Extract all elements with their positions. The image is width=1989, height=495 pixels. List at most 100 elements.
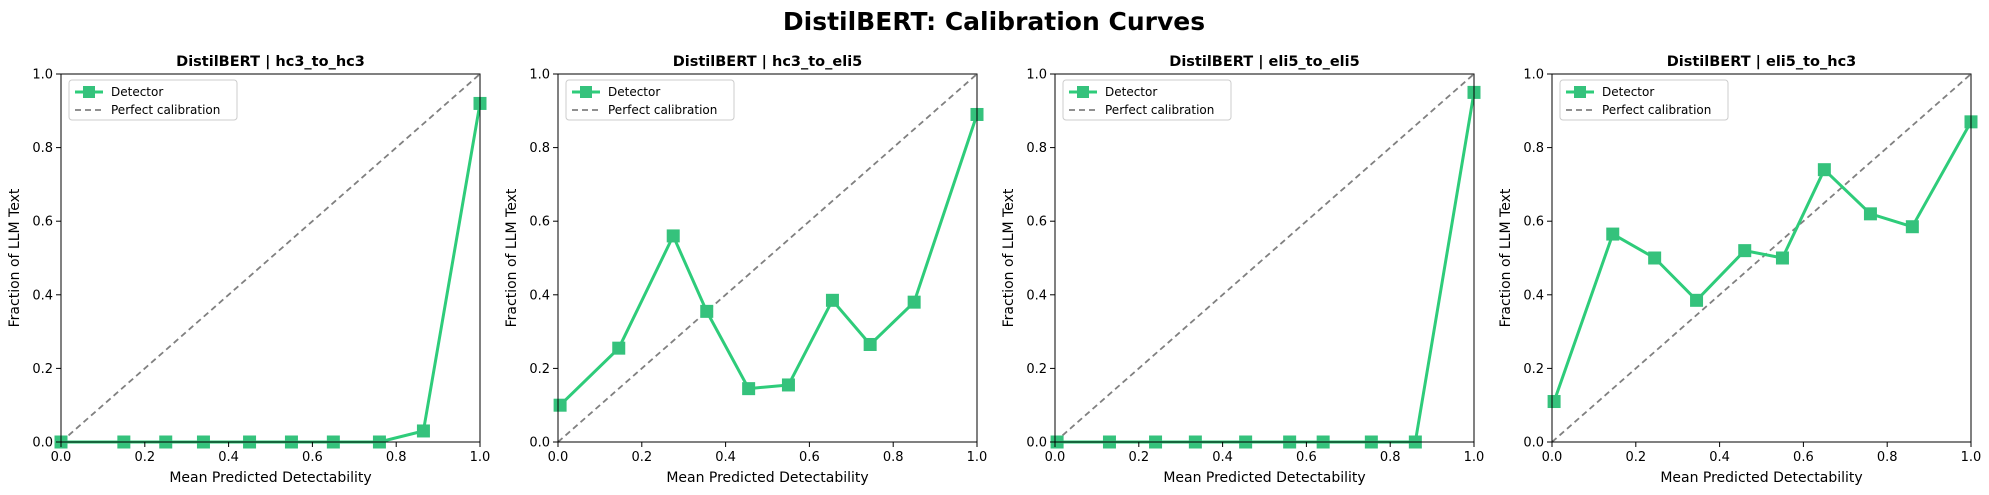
detector-point (553, 398, 567, 412)
y-tick-label: 0.6 (1026, 215, 1047, 230)
y-tick-label: 0.6 (32, 215, 53, 230)
x-tick-label: 0.6 (799, 450, 820, 465)
x-tick-label: 0.8 (386, 450, 407, 465)
x-tick-label: 0.0 (1045, 450, 1066, 465)
perfect-calibration-line (557, 73, 978, 443)
detector-point (666, 229, 680, 243)
axes-frame (1054, 73, 1475, 443)
x-tick-label: 1.0 (470, 450, 491, 465)
detector-point (612, 341, 626, 355)
detector-point (781, 378, 795, 392)
x-tick-label: 0.2 (631, 450, 652, 465)
y-tick-label: 1.0 (1523, 68, 1544, 83)
x-tick-label: 0.6 (302, 450, 323, 465)
y-tick-label: 0.0 (1026, 436, 1047, 451)
legend: Detector Perfect calibration (68, 79, 238, 121)
y-tick-label: 0.8 (1523, 141, 1544, 156)
y-tick-label: 0.0 (1523, 436, 1544, 451)
x-tick-label: 0.6 (1793, 450, 1814, 465)
detector-point (907, 295, 921, 309)
x-tick-label: 0.4 (1212, 450, 1233, 465)
detector-point (416, 424, 430, 438)
y-tick-label: 0.4 (1026, 288, 1047, 303)
y-tick-label: 0.0 (529, 436, 550, 451)
x-axis-label: Mean Predicted Detectability (1163, 470, 1365, 486)
detector-point (700, 304, 714, 318)
legend-detector-label: Detector (111, 85, 163, 99)
chart-panel-2: DistilBERT | hc3_to_eli5 0.0 0.2 0.4 0.6 0.8 1… (504, 54, 987, 486)
perfect-calibration-line (1054, 73, 1475, 443)
axes-frame (60, 73, 481, 443)
legend: Detector Perfect calibration (1559, 79, 1729, 121)
detector-line (1552, 121, 1973, 402)
legend-box (1559, 79, 1729, 121)
y-tick-label: 0.6 (1523, 215, 1544, 230)
y-tick-label: 0.4 (1523, 288, 1544, 303)
legend-detector-label: Detector (1105, 85, 1157, 99)
perfect-calibration-line (1551, 73, 1972, 443)
y-tick-label: 0.8 (32, 141, 53, 156)
detector-point (1648, 251, 1662, 265)
legend-box (1062, 79, 1232, 121)
chart-panel-4: DistilBERT | eli5_to_hc3 0.0 0.2 0.4 0.6 0.8 1… (1498, 54, 1981, 486)
legend-perfect-label: Perfect calibration (608, 103, 717, 117)
x-tick-label: 0.0 (548, 450, 569, 465)
y-axis-label: Fraction of LLM Text (1001, 188, 1017, 327)
y-tick-label: 1.0 (1026, 68, 1047, 83)
detector-point (1547, 395, 1561, 409)
y-axis-label: Fraction of LLM Text (1498, 188, 1514, 327)
legend-detector-swatch-marker (83, 86, 95, 98)
y-tick-label: 0.8 (1026, 141, 1047, 156)
detector-point (863, 337, 877, 351)
detector-point (1775, 251, 1789, 265)
y-tick-label: 0.4 (529, 288, 550, 303)
y-tick-label: 0.6 (529, 215, 550, 230)
y-tick-label: 0.8 (529, 141, 550, 156)
x-tick-label: 0.2 (1128, 450, 1149, 465)
x-axis-label: Mean Predicted Detectability (1660, 470, 1862, 486)
x-tick-label: 0.8 (1380, 450, 1401, 465)
y-tick-label: 0.2 (1523, 362, 1544, 377)
y-axis-label: Fraction of LLM Text (7, 188, 23, 327)
x-tick-label: 0.4 (1709, 450, 1730, 465)
x-axis-label: Mean Predicted Detectability (169, 470, 371, 486)
chart-panel-3: DistilBERT | eli5_to_eli5 0.0 0.2 0.4 0.6 0.8… (1001, 54, 1484, 486)
detector-point (825, 293, 839, 307)
legend-perfect-label: Perfect calibration (111, 103, 220, 117)
x-tick-label: 0.4 (715, 450, 736, 465)
x-tick-label: 1.0 (1464, 450, 1485, 465)
chart-panel-1: DistilBERT | hc3_to_hc3 0.0 0.2 0.4 0.6 0.8 1.… (7, 54, 490, 486)
detector-line (61, 103, 482, 444)
legend-detector-swatch-marker (580, 86, 592, 98)
legend-detector-label: Detector (608, 85, 660, 99)
legend: Detector Perfect calibration (1062, 79, 1232, 121)
x-tick-label: 0.2 (134, 450, 155, 465)
axes-frame (557, 73, 978, 443)
y-tick-label: 0.0 (32, 436, 53, 451)
figure-title: DistilBERT: Calibration Curves (783, 7, 1205, 36)
detector-point (1863, 207, 1877, 221)
detector-point (1817, 163, 1831, 177)
detector-line (559, 114, 979, 407)
legend: Detector Perfect calibration (565, 79, 735, 121)
legend-perfect-label: Perfect calibration (1602, 103, 1711, 117)
x-tick-label: 0.0 (1542, 450, 1563, 465)
panel-title: DistilBERT | eli5_to_hc3 (1667, 54, 1857, 70)
x-tick-label: 1.0 (1961, 450, 1982, 465)
x-tick-label: 1.0 (967, 450, 988, 465)
detector-line (1057, 92, 1476, 444)
x-tick-label: 0.4 (218, 450, 239, 465)
panel-title: DistilBERT | hc3_to_eli5 (673, 54, 863, 70)
x-tick-label: 0.8 (1877, 450, 1898, 465)
x-tick-label: 0.2 (1625, 450, 1646, 465)
detector-point (1738, 244, 1752, 258)
y-tick-label: 0.2 (1026, 362, 1047, 377)
legend-box (68, 79, 238, 121)
y-tick-label: 1.0 (529, 68, 550, 83)
detector-point (1905, 220, 1919, 234)
panel-title: DistilBERT | hc3_to_hc3 (176, 54, 365, 70)
y-tick-label: 0.2 (32, 362, 53, 377)
detector-point (1690, 293, 1704, 307)
x-tick-label: 0.0 (51, 450, 72, 465)
panel-title: DistilBERT | eli5_to_eli5 (1169, 54, 1359, 70)
